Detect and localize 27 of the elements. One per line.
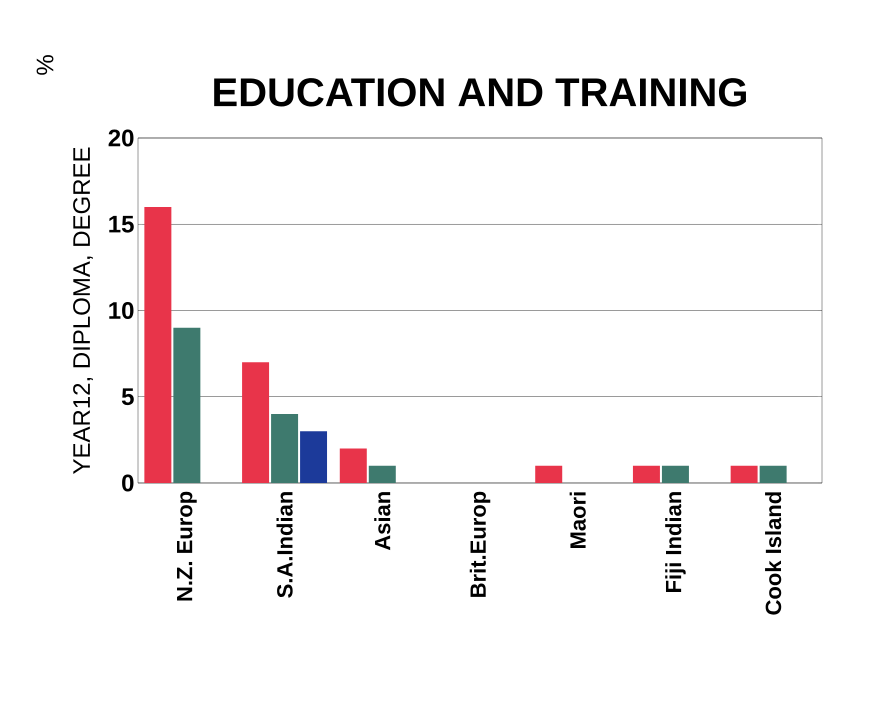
y-tick-label: 15	[109, 216, 134, 233]
x-tick-label: Fiji Indian	[665, 492, 686, 592]
bar	[632, 466, 660, 483]
bar	[300, 431, 328, 483]
x-tick-label: Cook Island	[765, 492, 782, 615]
bar	[144, 206, 172, 483]
y-tick-label: 20	[108, 130, 134, 146]
bar	[340, 448, 367, 483]
y-tick-label: 10	[109, 302, 134, 319]
bar	[368, 466, 396, 483]
bar	[271, 414, 298, 483]
bar	[535, 466, 562, 483]
x-tick-label: Asian	[374, 492, 390, 550]
bar	[173, 328, 200, 483]
y-axis-title: YEAR12, DIPLOMA, DEGREE	[73, 148, 93, 474]
bar	[760, 466, 787, 483]
x-tick-label: N.Z. Europ	[177, 492, 197, 601]
bar	[730, 466, 758, 483]
chart-title: EDUCATION AND TRAINING	[214, 78, 746, 106]
bar	[662, 466, 689, 483]
bar	[242, 362, 270, 483]
text: %	[36, 55, 54, 75]
x-tick-label: S.A.Indian	[276, 492, 293, 598]
x-tick-label: Maori	[570, 492, 586, 548]
y-tick-label: 0	[122, 474, 134, 492]
x-tick-label: Brit.Europ	[470, 492, 490, 597]
y-tick-label: 5	[122, 388, 134, 406]
